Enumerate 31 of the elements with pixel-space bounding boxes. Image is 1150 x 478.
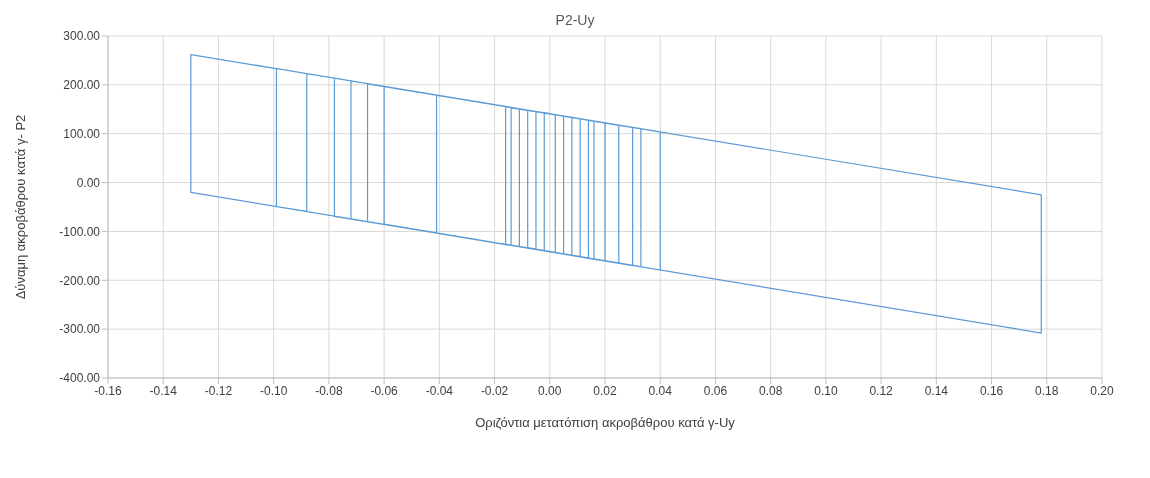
x-tick-label: 0.14 [924, 383, 949, 398]
x-tick-label: 0.16 [979, 383, 1004, 398]
chart-title: P2-Uy [554, 12, 596, 28]
x-tick-label: 0.12 [869, 383, 894, 398]
line-series [190, 53, 1042, 334]
x-tick-label: 0.02 [593, 383, 617, 398]
x-tick-label: -0.14 [149, 383, 178, 398]
x-tick-label: -0.12 [204, 383, 233, 398]
x-tick-label: -0.02 [480, 383, 509, 398]
x-axis-title: Οριζόντια μετατόπιση ακροβάθρου κατά γ-Uy [475, 415, 736, 431]
y-axis-title: Δύναμη ακροβάθρου κατά γ- P2 [12, 114, 28, 300]
x-tick-label: 0.04 [648, 383, 673, 398]
x-tick-label: 0.10 [814, 383, 838, 398]
y-tick-label: -100.00 [59, 224, 101, 239]
x-tick-label: -0.04 [425, 383, 454, 398]
y-tick-label: 100.00 [63, 126, 101, 141]
y-tick-label: 200.00 [63, 78, 101, 93]
x-tick-label: 0.00 [538, 383, 562, 398]
x-tick-label: 0.20 [1090, 383, 1114, 398]
x-tick-label: 0.18 [1035, 383, 1059, 398]
y-tick-label: -400.00 [59, 371, 101, 386]
y-tick-label: 300.00 [63, 29, 101, 44]
x-tick-label: 0.06 [703, 383, 728, 398]
y-tick-label: 0.00 [76, 175, 101, 190]
x-tick-label: -0.08 [315, 383, 343, 398]
x-tick-label: -0.10 [259, 383, 288, 398]
x-tick-label: 0.08 [758, 383, 783, 398]
x-tick-label: -0.06 [370, 383, 399, 398]
y-tick-label: -200.00 [59, 273, 101, 288]
y-tick-label: -300.00 [59, 322, 101, 337]
x-tick-label: -0.16 [94, 383, 122, 398]
